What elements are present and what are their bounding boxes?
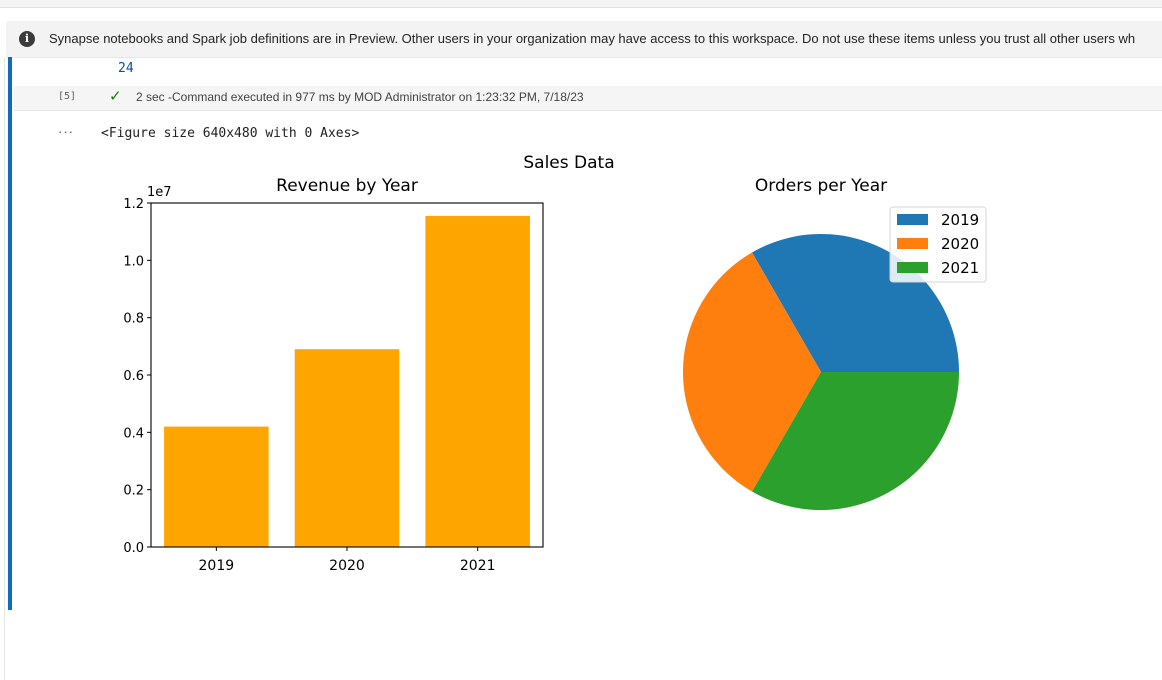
x-tick-label: 2019: [199, 558, 235, 574]
chart-title: Orders per Year: [755, 176, 887, 196]
bar-2019: [164, 426, 269, 547]
pie-slice-2020: [683, 252, 821, 492]
y-tick-label: 0.2: [123, 484, 144, 499]
cell-selection-bar[interactable]: [8, 57, 12, 610]
cell-status-row: [5] ✓ 2 sec -Command executed in 977 ms …: [14, 86, 1162, 111]
y-scale-label: 1e7: [147, 185, 172, 200]
pie-slice-2021: [752, 372, 959, 510]
check-icon: ✓: [109, 88, 122, 105]
pie-chart: Orders per Year 2019 2020 2021: [683, 176, 987, 510]
output-number: 24: [118, 61, 134, 76]
y-tick-label: 0.4: [123, 426, 144, 441]
legend-label: 2019: [941, 211, 979, 229]
y-tick-label: 0.0: [123, 541, 144, 556]
pie-legend: 2019 2020 2021: [889, 206, 987, 283]
legend-label: 2020: [941, 235, 979, 253]
figure-suptitle: Sales Data: [523, 153, 614, 173]
chart-title: Revenue by Year: [276, 176, 418, 196]
legend-label: 2021: [941, 259, 979, 277]
execution-count: [5]: [58, 91, 77, 102]
top-edge: [0, 0, 1162, 8]
banner-text: Synapse notebooks and Spark job definiti…: [49, 31, 1136, 46]
legend-swatch: [897, 214, 928, 225]
bar-2020: [294, 349, 400, 547]
y-tick-label: 1.2: [123, 197, 144, 212]
legend-swatch: [897, 238, 928, 249]
bar-2021: [425, 215, 530, 547]
y-tick-label: 0.6: [123, 369, 144, 384]
legend-swatch: [897, 262, 928, 273]
info-icon: i: [19, 31, 35, 47]
preview-banner: i Synapse notebooks and Spark job defini…: [6, 21, 1162, 58]
y-tick-label: 0.8: [123, 312, 144, 327]
x-tick-label: 2020: [329, 558, 365, 574]
execution-status: 2 sec -Command executed in 977 ms by MOD…: [136, 90, 584, 104]
more-icon[interactable]: ···: [58, 124, 74, 139]
y-tick-label: 1.0: [123, 254, 144, 269]
notebook-border: [4, 58, 5, 680]
figure-output-text: <Figure size 640x480 with 0 Axes>: [101, 126, 360, 141]
x-tick-label: 2021: [460, 558, 496, 574]
